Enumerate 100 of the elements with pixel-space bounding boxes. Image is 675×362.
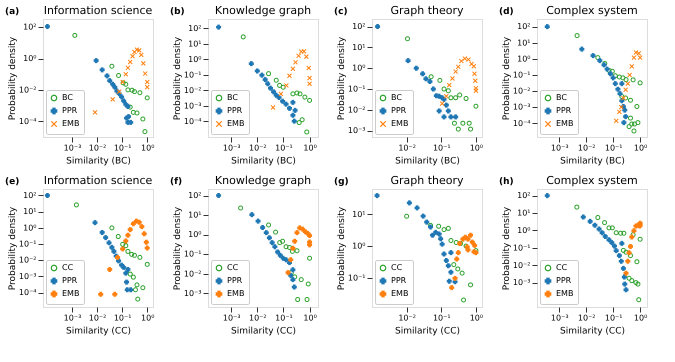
y-tick-label: 10⁻³	[184, 101, 202, 110]
y-tick-label: 10⁻¹	[348, 84, 366, 94]
y-tick-label: 10²	[188, 24, 202, 33]
x-tick-label: 10⁰	[470, 144, 484, 152]
x-tick-label: 10⁻³	[222, 144, 240, 152]
y-tick-label: 10⁻²	[512, 86, 530, 96]
y-axis-title: Probability density	[172, 206, 183, 290]
legend-label: PPR	[556, 106, 572, 115]
chart-title: Graph theory	[390, 174, 464, 187]
y-tick-label: 10¹	[352, 210, 366, 219]
y-tick-label: 10⁻¹	[18, 240, 36, 249]
y-tick-label: 10⁻¹	[512, 70, 530, 80]
chart-title: Information science	[44, 4, 153, 17]
y-axis-title: Probability density	[8, 206, 18, 290]
y-tick-label: 10⁻²	[512, 260, 530, 270]
x-axis-title: Similarity (BC)	[395, 156, 460, 166]
x-tick-label: 10⁻²	[248, 144, 267, 152]
x-axis-title: Similarity (BC)	[560, 156, 625, 166]
y-axis-title: Probability density	[336, 36, 347, 120]
y-tick-label: 10⁻⁴	[512, 118, 530, 128]
x-tick-label: 10⁻¹	[604, 144, 622, 152]
chart-title: Graph theory	[390, 4, 464, 17]
y-tick-label: 10⁻¹	[184, 250, 202, 259]
y-tick-label: 10⁰	[188, 54, 202, 64]
y-tick-label: 10⁻⁴	[18, 288, 36, 298]
legend-label: PPR	[227, 106, 243, 115]
x-tick-label: 10⁻²	[578, 144, 596, 152]
y-axis-title: Probability density	[502, 36, 512, 120]
legend-label: CC	[391, 263, 403, 272]
x-tick-label: 10⁻³	[64, 314, 82, 322]
y-tick-label: 10⁻³	[184, 288, 202, 298]
y-tick-label: 10²	[188, 191, 202, 200]
text: (b)	[170, 7, 185, 17]
x-tick-label: 10⁻¹	[114, 144, 132, 152]
legend-label: CC	[556, 263, 568, 272]
legend-label: PPR	[391, 276, 407, 285]
x-axis-title: Similarity (CC)	[560, 326, 626, 336]
y-tick-label: 10¹	[188, 39, 202, 48]
x-tick-label: 10⁰	[141, 144, 154, 152]
y-axis-title: Probability density	[502, 206, 512, 290]
y-tick-label: 10⁰	[517, 226, 530, 235]
legend-label: EMB	[62, 119, 80, 128]
text: (g)	[334, 177, 349, 187]
y-tick-label: 10⁰	[352, 64, 366, 73]
legend-label: EMB	[227, 119, 244, 128]
x-axis-title: Similarity (CC)	[230, 326, 296, 336]
y-tick-label: 10¹	[188, 210, 202, 220]
legend-label: EMB	[227, 289, 244, 298]
x-tick-label: 10⁰	[470, 314, 484, 322]
y-tick-label: 10⁻²	[184, 86, 202, 95]
legend-label: EMB	[391, 119, 408, 128]
x-tick-label: 10⁻¹	[114, 314, 132, 322]
x-axis-title: Similarity (BC)	[66, 156, 131, 166]
y-tick-label: 10⁰	[23, 223, 36, 232]
y-tick-label: 10⁻³	[512, 278, 530, 288]
x-tick-label: 10⁻¹	[432, 314, 451, 322]
legend-label: PPR	[62, 276, 78, 285]
x-tick-label: 10⁰	[303, 144, 317, 152]
y-tick-label: 10²	[517, 191, 530, 200]
x-tick-label: 10⁻²	[398, 314, 416, 322]
x-tick-label: 10⁻³	[550, 144, 569, 152]
x-tick-label: 10⁻¹	[275, 314, 293, 322]
y-tick-label: 10⁰	[188, 230, 202, 240]
text: (c)	[334, 7, 348, 17]
y-axis-title: Probability density	[172, 36, 183, 120]
y-tick-label: 10⁻¹	[512, 243, 530, 252]
legend-label: EMB	[62, 289, 80, 298]
x-tick-label: 10⁻¹	[432, 144, 451, 152]
x-tick-label: 10⁻²	[88, 144, 106, 152]
text: (e)	[5, 177, 20, 187]
y-tick-label: 10²	[517, 22, 530, 32]
legend-label: PPR	[227, 276, 243, 285]
chart-title: Complex system	[546, 174, 638, 187]
y-tick-label: 10⁰	[517, 54, 530, 64]
y-tick-label: 10¹	[352, 42, 366, 52]
y-tick-label: 10⁻²	[184, 269, 202, 278]
chart-title: Knowledge graph	[214, 4, 312, 17]
y-tick-label: 10¹	[517, 38, 530, 48]
legend-label: CC	[227, 263, 239, 272]
y-tick-label: 10⁻¹	[184, 70, 202, 80]
y-tick-label: 10⁻⁴	[18, 116, 36, 126]
legend-label: EMB	[556, 289, 574, 298]
y-tick-label: 10²	[352, 22, 366, 32]
y-tick-label: 10⁻³	[512, 102, 530, 112]
y-tick-label: 10⁻²	[18, 256, 36, 265]
x-tick-label: 10⁻²	[88, 314, 106, 322]
legend-label: PPR	[62, 106, 78, 115]
legend-label: PPR	[391, 106, 407, 115]
y-tick-label: 10¹	[517, 208, 530, 218]
chart-title: Complex system	[546, 4, 638, 17]
x-tick-label: 10⁻³	[64, 144, 82, 152]
x-axis-title: Similarity (CC)	[394, 326, 460, 336]
legend-label: BC	[227, 93, 238, 102]
chart-title: Knowledge graph	[214, 174, 312, 187]
y-tick-label: 10⁻³	[348, 126, 366, 136]
y-tick-label: 10²	[23, 190, 36, 200]
text: (f)	[170, 177, 182, 187]
legend-label: BC	[391, 93, 402, 102]
legend-label: EMB	[556, 119, 574, 128]
legend-label: EMB	[391, 289, 408, 298]
